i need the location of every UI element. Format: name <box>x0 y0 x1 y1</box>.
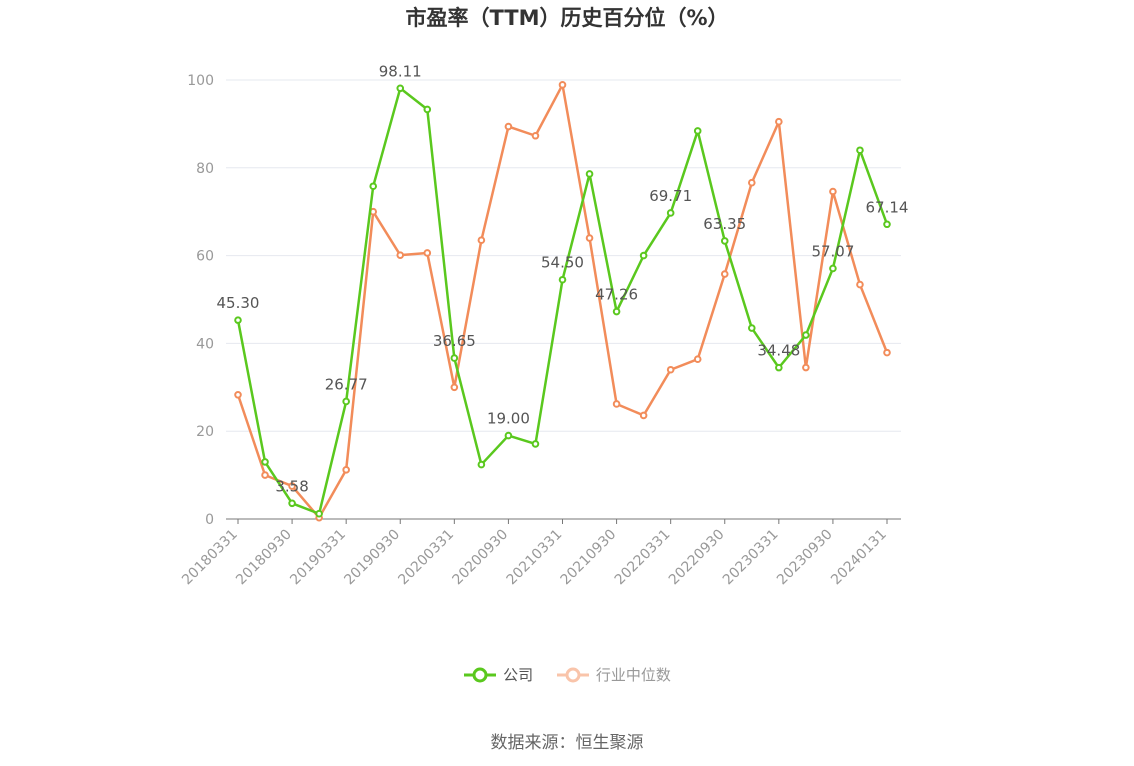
line-chart: 0 20 40 60 80 100 201803312018093020190331201… <box>179 62 909 589</box>
x-tick-label: 20230331 <box>720 527 782 589</box>
legend-item-industry-median[interactable]: 行业中位数 <box>556 664 671 685</box>
data-point-company <box>856 146 864 155</box>
data-point-industry-median <box>612 400 621 408</box>
x-tick-label: 20220331 <box>612 527 674 589</box>
data-point-industry-median <box>639 411 648 420</box>
data-label: 63.35 <box>703 215 746 233</box>
data-point-industry-median <box>856 280 864 289</box>
x-tick-label: 20180930 <box>233 527 295 589</box>
chart-title: 市盈率（TTM）历史百分位（%） <box>405 6 729 30</box>
legend-item-company[interactable]: 公司 <box>463 664 533 685</box>
data-point-industry-median <box>288 482 296 490</box>
data-label: 3.58 <box>275 477 308 495</box>
data-point-company <box>504 431 513 440</box>
data-point-company <box>288 499 296 508</box>
data-point-industry-median <box>531 131 540 140</box>
data-label: 34.48 <box>757 342 800 360</box>
data-label: 69.71 <box>649 187 692 205</box>
data-point-company <box>612 307 621 316</box>
data-point-industry-median <box>261 471 269 479</box>
data-labels: 45.30 3.58 26.77 98.11 36.65 19.00 54.50 47.26 6… <box>217 62 909 495</box>
data-point-company <box>477 460 486 469</box>
data-point-company <box>829 264 837 273</box>
x-tick-label: 20180331 <box>179 527 241 589</box>
legend: 公司 行业中位数 <box>0 664 1134 687</box>
legend-line-icon-industry-median <box>556 667 589 682</box>
data-label: 54.50 <box>541 254 584 272</box>
data-point-industry-median <box>666 365 675 374</box>
data-point-company <box>423 105 432 114</box>
data-point-company <box>234 316 242 324</box>
data-point-industry-median <box>477 236 486 245</box>
y-tick-label: 60 <box>196 249 214 265</box>
data-label: 57.07 <box>811 242 854 260</box>
x-tick-label: 20200930 <box>450 527 512 589</box>
data-label: 36.65 <box>433 332 476 350</box>
data-point-industry-median <box>450 383 459 392</box>
data-label: 67.14 <box>866 198 909 216</box>
data-point-industry-median <box>234 390 242 399</box>
series-line-company <box>236 87 889 515</box>
data-point-company <box>639 251 648 260</box>
grid-layer: 0 20 40 60 80 100 <box>187 73 901 528</box>
data-point-company <box>315 509 323 518</box>
y-tick-label: 0 <box>205 512 214 528</box>
data-point-industry-median <box>720 270 729 278</box>
data-point-industry-median <box>829 187 837 196</box>
legend-line-icon-company <box>464 667 497 682</box>
legend-label-company: 公司 <box>503 666 534 684</box>
x-tick-label: 20190331 <box>287 527 349 589</box>
data-label: 45.30 <box>217 294 260 312</box>
x-tick-label: 20210930 <box>558 527 620 589</box>
data-point-company <box>802 331 810 339</box>
data-point-company <box>775 363 783 372</box>
data-point-company <box>747 324 756 332</box>
data-point-industry-median <box>585 234 594 242</box>
x-tick-label: 20210331 <box>504 527 566 589</box>
data-point-company <box>558 275 567 284</box>
series-line-industry-median <box>236 83 889 519</box>
data-point-industry-median <box>558 81 567 89</box>
y-tick-label: 100 <box>187 73 214 89</box>
data-point-industry-median <box>775 117 783 126</box>
data-point-company <box>396 84 405 93</box>
y-tick-label: 80 <box>196 161 214 177</box>
x-tick-label: 20190930 <box>341 527 403 589</box>
x-tick-label: 20240131 <box>828 527 890 589</box>
data-point-company <box>450 354 459 362</box>
data-point-company <box>531 440 540 448</box>
data-point-company <box>666 209 675 217</box>
data-point-industry-median <box>423 249 432 257</box>
series-layer <box>234 81 891 522</box>
data-point-company <box>369 182 378 191</box>
data-label: 98.11 <box>379 62 422 80</box>
data-point-company <box>585 170 594 178</box>
data-point-industry-median <box>802 363 810 372</box>
data-point-company <box>883 220 891 229</box>
data-label: 26.77 <box>325 375 368 393</box>
data-point-industry-median <box>883 348 891 357</box>
x-tick-label: 20230930 <box>774 527 836 589</box>
data-point-industry-median <box>693 355 702 364</box>
y-tick-label: 40 <box>196 336 214 352</box>
data-point-company <box>261 458 269 466</box>
data-point-company <box>720 237 729 245</box>
y-tick-label: 20 <box>196 424 214 440</box>
x-axis: 2018033120180930201903312019093020200331… <box>179 518 901 589</box>
data-point-industry-median <box>342 466 350 474</box>
data-label: 47.26 <box>595 286 638 304</box>
data-point-industry-median <box>747 178 756 187</box>
legend-label-industry-median: 行业中位数 <box>595 666 671 684</box>
data-point-industry-median <box>396 251 405 259</box>
data-label: 19.00 <box>487 410 530 428</box>
source-note: 数据来源：恒生聚源 <box>490 733 644 753</box>
x-tick-label: 20200331 <box>395 527 457 589</box>
data-point-industry-median <box>504 122 513 131</box>
data-point-company <box>693 127 702 135</box>
data-point-company <box>342 397 350 406</box>
x-tick-label: 20220930 <box>666 527 728 589</box>
